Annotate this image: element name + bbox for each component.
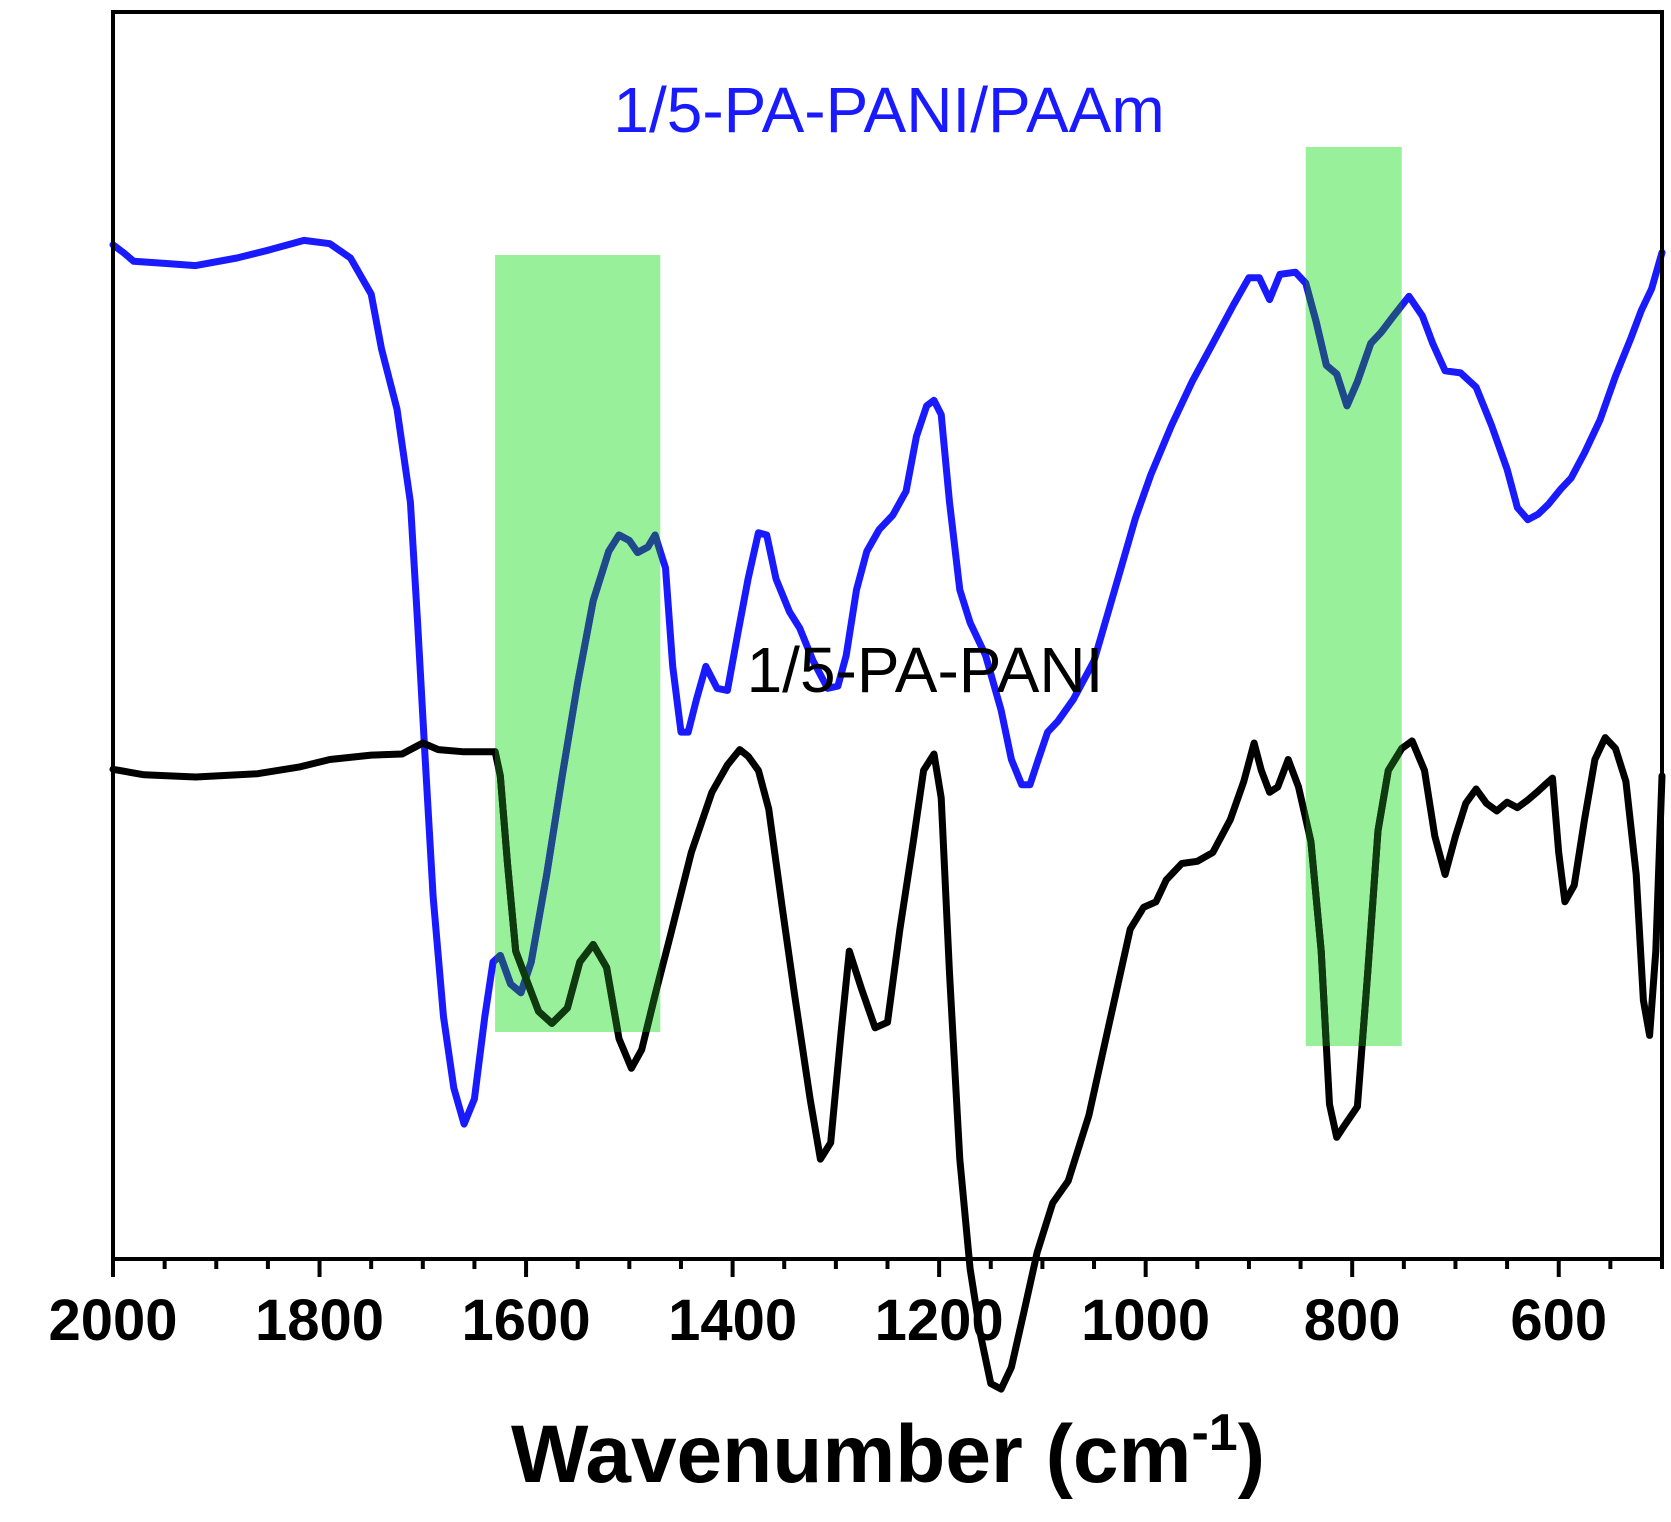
x-tick-label: 1600 xyxy=(462,1288,591,1353)
series-line-pani-paam xyxy=(109,236,1666,1128)
series-overlay-pani-band-1 xyxy=(495,748,661,1032)
x-tick-label: 1800 xyxy=(255,1288,384,1353)
x-axis-title-main: Wavenumber (cm xyxy=(511,1409,1191,1500)
x-axis-title-close: ) xyxy=(1238,1409,1265,1500)
x-tick-label: 1000 xyxy=(1081,1288,1210,1353)
series-label-pani: 1/5-PA-PANI xyxy=(747,634,1104,706)
x-tick-label: 1400 xyxy=(668,1288,797,1353)
band-overlays xyxy=(495,278,1402,1046)
x-axis-title-sup: -1 xyxy=(1191,1404,1237,1462)
x-tick-label: 800 xyxy=(1304,1288,1401,1353)
highlight-bands xyxy=(495,147,1402,1046)
x-tick-label: 2000 xyxy=(48,1288,177,1353)
highlight-band-2 xyxy=(1305,147,1402,1046)
x-axis-ticks xyxy=(111,1259,1664,1277)
highlight-band-1 xyxy=(495,255,661,1032)
x-axis-tick-labels: 2000 1800 1600 1400 1200 1000 800 600 xyxy=(48,1288,1607,1353)
x-axis-title: Wavenumber (cm-1) xyxy=(511,1404,1265,1500)
x-tick-label: 1200 xyxy=(875,1288,1004,1353)
x-tick-label: 600 xyxy=(1510,1288,1607,1353)
series-label-pani-paam: 1/5-PA-PANI/PAAm xyxy=(613,74,1164,146)
